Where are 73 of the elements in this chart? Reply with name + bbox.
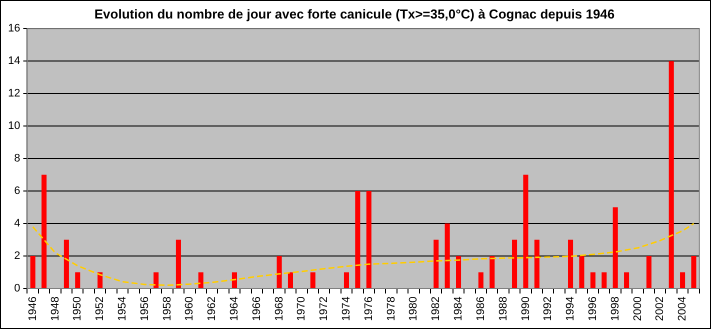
bar	[30, 256, 36, 288]
x-tick-label: 1986	[474, 296, 487, 322]
y-tick-label: 8	[14, 152, 20, 165]
x-tick-label: 1996	[586, 296, 599, 322]
x-tick-label: 1972	[318, 296, 330, 322]
bar	[534, 240, 540, 288]
x-tick-label: 1970	[296, 296, 308, 322]
y-tick-label: 16	[8, 22, 20, 35]
bar	[42, 174, 47, 288]
x-tick-label: 1978	[385, 296, 398, 322]
bar	[668, 61, 674, 288]
bar	[612, 207, 618, 288]
y-tick-label: 14	[8, 55, 20, 68]
bar	[355, 191, 360, 288]
x-tick-label: 1966	[250, 296, 263, 322]
bar	[691, 256, 696, 288]
x-tick-label: 1956	[138, 296, 151, 322]
x-tick-label: 1954	[116, 296, 128, 322]
bar	[456, 256, 462, 288]
x-tick-label: 1958	[161, 296, 174, 322]
bar	[590, 272, 596, 288]
bar	[434, 240, 439, 288]
bar	[568, 240, 574, 288]
x-tick-label: 1976	[362, 296, 375, 322]
x-tick-label: 1946	[26, 296, 39, 322]
bar	[624, 272, 630, 288]
x-tick-label: 2002	[654, 296, 666, 322]
bar	[602, 272, 607, 288]
bar	[176, 240, 181, 288]
bar	[64, 240, 69, 288]
y-tick-label: 4	[14, 218, 20, 230]
bar	[646, 256, 652, 288]
bar	[523, 174, 528, 288]
bar	[310, 272, 316, 288]
x-tick-label: 1992	[542, 296, 554, 322]
x-tick-label: 1950	[72, 296, 84, 322]
line-series	[32, 222, 694, 286]
bar	[490, 256, 495, 288]
x-tick-label: 1982	[430, 296, 442, 322]
chart-title: Evolution du nombre de jour avec forte canicule (Tx>=35,0°C) à Cognac depuis 1946	[94, 6, 615, 22]
x-tick-label: 1968	[273, 296, 286, 322]
x-tick-label: 1998	[609, 296, 622, 322]
x-tick-label: 1974	[340, 296, 353, 322]
bar	[512, 240, 518, 288]
y-tick-label: 6	[14, 185, 20, 198]
bar	[288, 272, 293, 288]
x-tick-label: 1960	[184, 296, 196, 322]
y-tick-label: 2	[14, 250, 20, 262]
bar	[75, 272, 80, 288]
y-tick-label: 10	[8, 120, 20, 132]
bar	[198, 272, 204, 288]
bar	[276, 256, 282, 288]
y-tick-label: 0	[14, 282, 20, 295]
x-tick-label: 1962	[206, 296, 218, 322]
x-tick-label: 1948	[49, 296, 62, 322]
bar	[344, 272, 350, 288]
x-tick-label: 2000	[632, 296, 644, 322]
x-tick-label: 1984	[452, 296, 465, 322]
bar	[154, 272, 159, 288]
x-tick-label: 1988	[497, 296, 510, 322]
x-tick-label: 1952	[94, 296, 106, 322]
bar	[444, 224, 450, 288]
x-tick-label: 1994	[564, 296, 577, 322]
bar	[366, 191, 372, 288]
x-tick-label: 1980	[408, 296, 420, 322]
bar	[680, 272, 686, 288]
x-tick-label: 1990	[520, 296, 532, 322]
bar	[232, 272, 237, 288]
x-tick-label: 2004	[676, 296, 689, 322]
bar	[478, 272, 484, 288]
y-tick-label: 12	[8, 88, 20, 100]
bar	[579, 256, 584, 288]
x-tick-label: 1964	[228, 296, 240, 322]
